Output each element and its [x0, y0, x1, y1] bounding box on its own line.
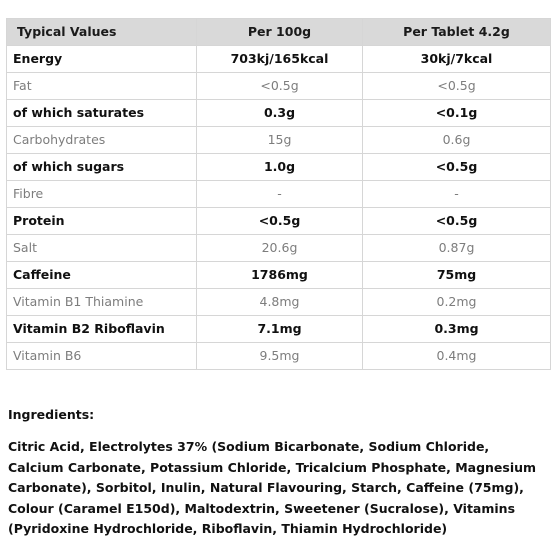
row-per-100g: 703kj/165kcal: [196, 45, 363, 73]
row-per-100g: 15g: [196, 126, 363, 154]
row-label: Fibre: [6, 180, 197, 208]
row-per-tablet: 0.3mg: [362, 315, 551, 343]
row-per-tablet: <0.5g: [362, 72, 551, 100]
row-per-tablet: <0.5g: [362, 207, 551, 235]
ingredients-text: Citric Acid, Electrolytes 37% (Sodium Bi…: [8, 439, 537, 536]
row-label: Carbohydrates: [6, 126, 197, 154]
header-per-100g: Per 100g: [196, 18, 363, 46]
header-typical-values: Typical Values: [6, 18, 197, 46]
table-row-vitamin-b6: Vitamin B6 9.5mg 0.4mg: [6, 342, 551, 370]
row-per-100g: 1.0g: [196, 153, 363, 181]
row-per-tablet: 0.2mg: [362, 288, 551, 316]
row-per-100g: 1786mg: [196, 261, 363, 289]
row-label: of which sugars: [6, 153, 197, 181]
row-per-tablet: -: [362, 180, 551, 208]
row-per-100g: 20.6g: [196, 234, 363, 262]
nutrition-table: Typical Values Per 100g Per Tablet 4.2g …: [6, 18, 551, 370]
table-row-sugars: of which sugars 1.0g <0.5g: [6, 153, 551, 181]
header-per-tablet: Per Tablet 4.2g: [362, 18, 551, 46]
row-per-tablet: <0.5g: [362, 153, 551, 181]
row-per-tablet: 0.6g: [362, 126, 551, 154]
row-label: Energy: [6, 45, 197, 73]
row-per-tablet: <0.1g: [362, 99, 551, 127]
table-row-salt: Salt 20.6g 0.87g: [6, 234, 551, 262]
row-label: Vitamin B2 Riboflavin: [6, 315, 197, 343]
table-row-vitamin-b1: Vitamin B1 Thiamine 4.8mg 0.2mg: [6, 288, 551, 316]
table-row-energy: Energy 703kj/165kcal 30kj/7kcal: [6, 45, 551, 73]
row-per-tablet: 30kj/7kcal: [362, 45, 551, 73]
table-row-vitamin-b2: Vitamin B2 Riboflavin 7.1mg 0.3mg: [6, 315, 551, 343]
row-label: Salt: [6, 234, 197, 262]
row-per-100g: -: [196, 180, 363, 208]
table-row-fibre: Fibre - -: [6, 180, 551, 208]
table-row-fat: Fat <0.5g <0.5g: [6, 72, 551, 100]
row-label: Fat: [6, 72, 197, 100]
row-label: Caffeine: [6, 261, 197, 289]
table-row-protein: Protein <0.5g <0.5g: [6, 207, 551, 235]
row-per-100g: <0.5g: [196, 207, 363, 235]
row-per-tablet: 0.87g: [362, 234, 551, 262]
row-per-100g: 4.8mg: [196, 288, 363, 316]
row-per-tablet: 75mg: [362, 261, 551, 289]
row-per-100g: 0.3g: [196, 99, 363, 127]
row-per-100g: 7.1mg: [196, 315, 363, 343]
table-row-saturates: of which saturates 0.3g <0.1g: [6, 99, 551, 127]
row-per-tablet: 0.4mg: [362, 342, 551, 370]
table-header-row: Typical Values Per 100g Per Tablet 4.2g: [6, 18, 551, 46]
table-row-carbohydrates: Carbohydrates 15g 0.6g: [6, 126, 551, 154]
table-row-caffeine: Caffeine 1786mg 75mg: [6, 261, 551, 289]
row-label: Vitamin B1 Thiamine: [6, 288, 197, 316]
row-label: of which saturates: [6, 99, 197, 127]
row-label: Vitamin B6: [6, 342, 197, 370]
row-per-100g: 9.5mg: [196, 342, 363, 370]
ingredients-heading: Ingredients:: [8, 407, 95, 422]
row-per-100g: <0.5g: [196, 72, 363, 100]
table-body: Energy 703kj/165kcal 30kj/7kcal Fat <0.5…: [6, 45, 551, 370]
row-label: Protein: [6, 207, 197, 235]
